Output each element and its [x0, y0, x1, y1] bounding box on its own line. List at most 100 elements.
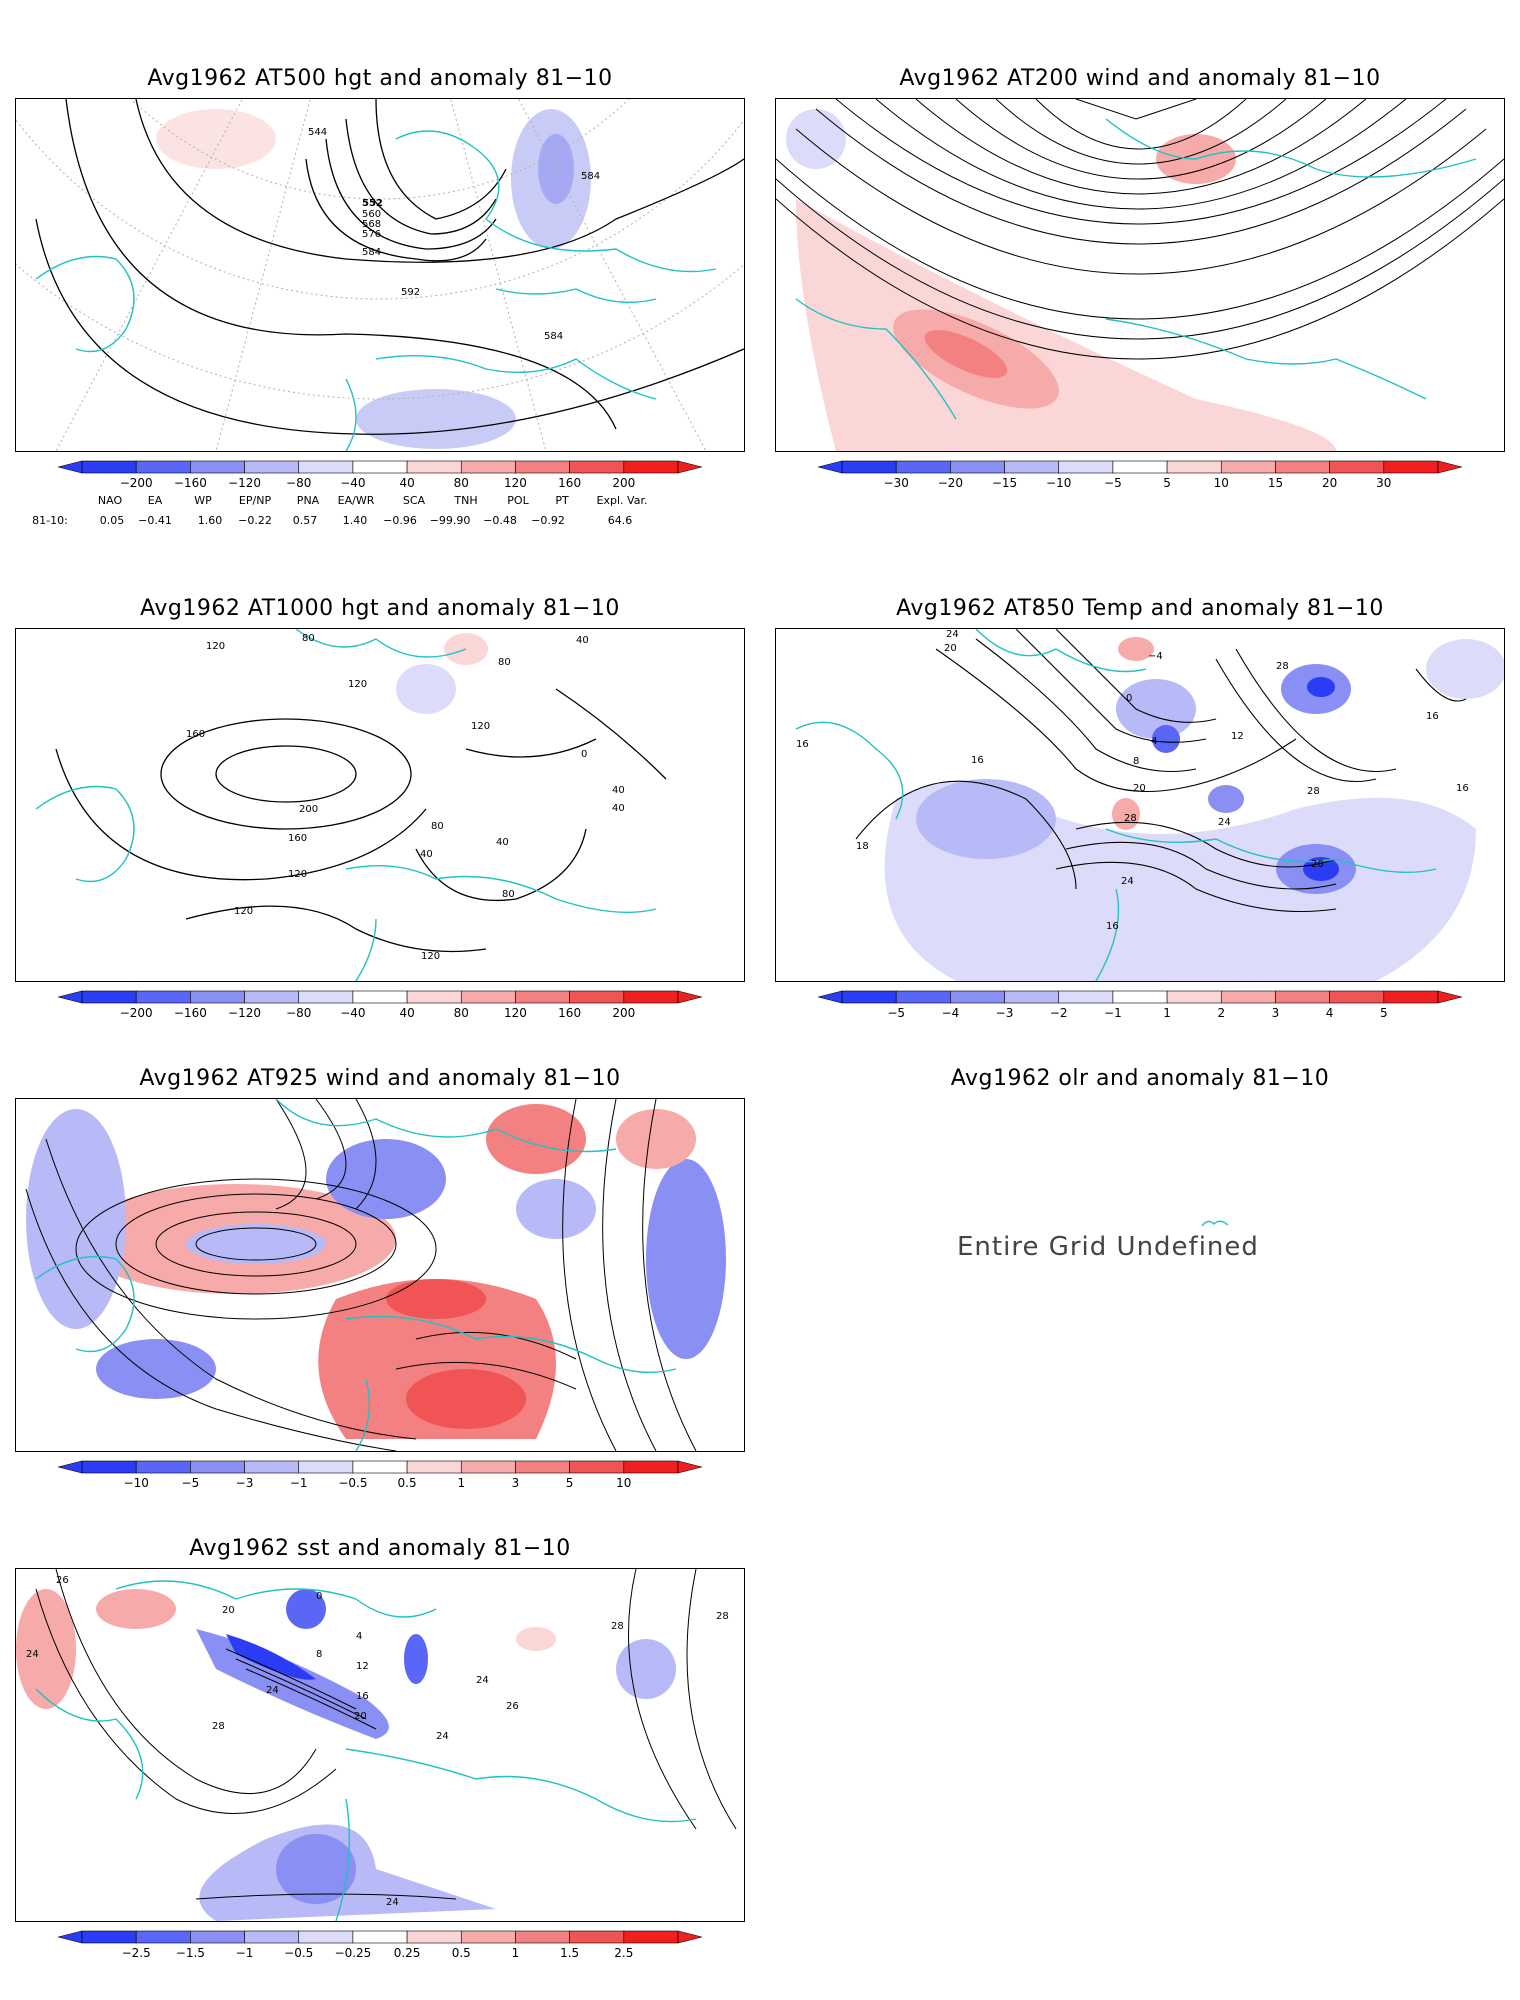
colorbar-tick-label: 10	[616, 1476, 632, 1490]
colorbar-tick-label: 5	[1163, 476, 1171, 490]
colorbar-tick-label: 20	[1321, 476, 1338, 490]
map-panel-200wind	[775, 98, 1505, 452]
contour-label: 16	[356, 1691, 369, 1702]
tele-header: Expl. Var.	[596, 494, 648, 507]
colorbar-tick-label: 160	[558, 476, 582, 490]
contour-label: 24	[946, 629, 959, 640]
colorbar-tick-label: −40	[340, 1006, 366, 1020]
contour-label: 24	[436, 1731, 449, 1742]
colorbar-tick-label: 160	[558, 1006, 582, 1020]
contour-label: 40	[612, 803, 625, 814]
contour-label: 24	[476, 1675, 489, 1686]
contour-label-group: 24 20 −4 0 4 8 12 16 16 16 20 20 24 28 2…	[796, 629, 1469, 932]
colorbar-tick-label: −1.5	[175, 1946, 205, 1960]
contour-label: 80	[498, 657, 511, 668]
contour-label: 40	[496, 837, 509, 848]
coastlines	[795, 118, 1477, 420]
anomaly-shading	[16, 1099, 744, 1451]
colorbar-tick-label: 30	[1376, 476, 1392, 490]
contour-label: 80	[302, 633, 315, 644]
colorbar-tick-label: −120	[228, 476, 262, 490]
contour-label: 8	[1133, 756, 1139, 767]
contour-label: 16	[796, 739, 809, 750]
colorbar-tick-label: −4	[941, 1006, 960, 1020]
tele-header: NAO	[97, 494, 123, 507]
contour-label: 568	[362, 219, 381, 230]
map-panel-1000hgt: 120 80 120 160 200 160 120 120 80 120 0 …	[15, 628, 745, 982]
colorbar-tick-label: −1	[289, 1476, 308, 1490]
olr-undefined-message: Entire Grid Undefined	[957, 1232, 1259, 1262]
contour-label: 26	[506, 1701, 519, 1712]
anomaly-shading	[16, 1589, 676, 1921]
anomaly-shading	[396, 633, 488, 714]
map-panel-500hgt: 544 552 560 568 576 584 584 592 584	[15, 98, 745, 452]
colorbar-500hgt: −200 −160 −120 −80 −40 40 80 120 160 200	[58, 460, 702, 500]
contour-label: 592	[401, 287, 420, 298]
contour-label: 28	[611, 1621, 624, 1632]
contour-label: 16	[1426, 711, 1439, 722]
contour-label: 0	[581, 749, 587, 760]
colorbar-tick-label: −40	[340, 476, 366, 490]
contour-label: 4	[1151, 736, 1157, 747]
contour-label: 40	[420, 849, 433, 860]
colorbar-tick-label: 15	[1267, 476, 1284, 490]
tele-header: PNA	[296, 494, 320, 507]
colorbar-tick-label: −5	[1104, 476, 1122, 490]
colorbar-tick-label: 200	[612, 476, 636, 490]
contour-label: 28	[212, 1721, 225, 1732]
tele-value: 0.57	[292, 514, 318, 527]
panel-title-850temp: Avg1962 AT850 Temp and anomaly 81−10	[896, 596, 1384, 621]
contour-label: 20	[354, 1711, 367, 1722]
tele-header: TNH	[454, 494, 478, 507]
contour-label: 544	[308, 127, 327, 138]
tele-value: −0.96	[383, 514, 417, 527]
tele-header: EP/NP	[238, 494, 272, 507]
contour-label: 28	[1276, 661, 1289, 672]
colorbar-850temp: −5 −4 −3 −2 −1 1 2 3 4 5	[818, 990, 1462, 1030]
panel-title-olr: Avg1962 olr and anomaly 81−10	[950, 1066, 1330, 1091]
colorbar-tick-label: 1.5	[560, 1946, 580, 1960]
contour-label: 560	[362, 209, 381, 220]
contour-label: 24	[386, 1897, 399, 1908]
colorbar-tick-label: −2.5	[121, 1946, 151, 1960]
contour-label: 584	[544, 331, 563, 342]
streamlines	[25, 1099, 697, 1451]
colorbar-tick-label: −2	[1049, 1006, 1068, 1020]
temperature-contours	[855, 629, 1467, 913]
contour-label: 120	[471, 721, 490, 732]
sst-contours	[35, 1569, 737, 1900]
colorbar-tick-label: 0.5	[451, 1946, 471, 1960]
contour-label: 28	[1307, 786, 1320, 797]
contour-label: 4	[356, 1631, 362, 1642]
contour-label: 24	[266, 1685, 279, 1696]
tele-value: −0.22	[238, 514, 272, 527]
contour-label: 552	[362, 198, 383, 209]
colorbar-tick-label: 0.5	[397, 1476, 417, 1490]
panel-title-sst: Avg1962 sst and anomaly 81−10	[189, 1536, 571, 1561]
contour-label-group: 120 80 120 160 200 160 120 120 80 120 0 …	[186, 633, 625, 962]
contour-label: 120	[206, 641, 225, 652]
contour-label: −4	[1148, 651, 1163, 662]
tele-header: SCA	[402, 494, 426, 507]
map-panel-850temp: 24 20 −4 0 4 8 12 16 16 16 20 20 24 28 2…	[775, 628, 1505, 982]
contour-label: 16	[1456, 783, 1469, 794]
colorbar-tick-label: −20	[937, 476, 964, 490]
contour-label: 160	[288, 833, 307, 844]
height-contours	[35, 99, 744, 435]
contour-label: 12	[356, 1661, 369, 1672]
colorbar-tick-label: −0.5	[284, 1946, 314, 1960]
colorbar-tick-label: 2.5	[614, 1946, 634, 1960]
contour-label: 584	[362, 247, 381, 258]
coastlines	[35, 130, 717, 451]
colorbar-tick-label: 5	[1379, 1006, 1388, 1020]
tele-value: 1.40	[342, 514, 368, 527]
tele-value: −0.41	[138, 514, 172, 527]
coastlines	[35, 629, 657, 981]
colorbar-tick-label: −10	[1046, 476, 1072, 490]
streamlines	[776, 99, 1504, 360]
colorbar-tick-label: −1	[235, 1946, 254, 1960]
anomaly-shading	[156, 109, 591, 449]
colorbar-tick-label: −80	[286, 476, 312, 490]
contour-label: 120	[421, 951, 440, 962]
contour-label: 120	[234, 906, 253, 917]
